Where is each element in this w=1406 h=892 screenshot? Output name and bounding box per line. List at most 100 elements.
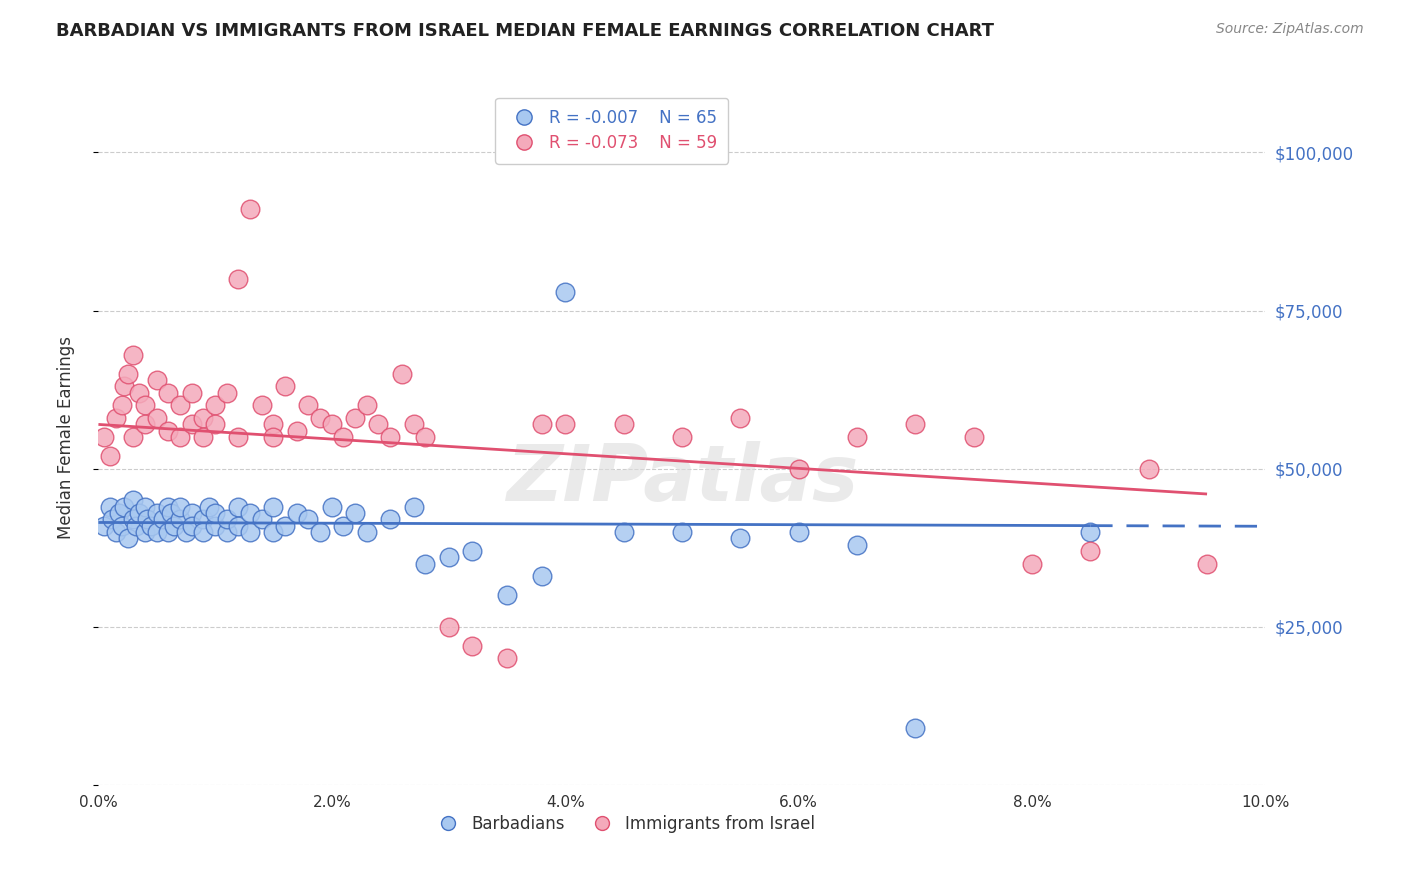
Point bbox=[169, 512, 191, 526]
Point bbox=[962, 430, 984, 444]
Point bbox=[125, 518, 148, 533]
Point bbox=[228, 272, 250, 286]
Point bbox=[262, 500, 284, 514]
Point bbox=[112, 500, 135, 514]
Point bbox=[169, 500, 191, 514]
Point bbox=[152, 512, 174, 526]
Point bbox=[215, 512, 238, 526]
Point bbox=[98, 500, 121, 514]
Point bbox=[239, 202, 262, 217]
Point bbox=[169, 399, 191, 413]
Point bbox=[787, 524, 810, 539]
Point bbox=[134, 500, 156, 514]
Point bbox=[193, 430, 215, 444]
Point bbox=[93, 518, 115, 533]
Point bbox=[402, 500, 425, 514]
Point bbox=[309, 411, 332, 425]
Point bbox=[671, 524, 693, 539]
Y-axis label: Median Female Earnings: Median Female Earnings bbox=[56, 335, 75, 539]
Point bbox=[1021, 557, 1043, 571]
Point bbox=[111, 399, 134, 413]
Point bbox=[117, 367, 139, 381]
Point bbox=[122, 493, 145, 508]
Point bbox=[146, 373, 169, 387]
Point bbox=[204, 417, 226, 432]
Point bbox=[344, 506, 367, 520]
Point bbox=[193, 411, 215, 425]
Point bbox=[146, 506, 169, 520]
Point bbox=[159, 506, 181, 520]
Point bbox=[228, 430, 250, 444]
Point bbox=[180, 518, 202, 533]
Point bbox=[274, 518, 297, 533]
Point bbox=[157, 500, 180, 514]
Point bbox=[180, 417, 202, 432]
Point bbox=[204, 518, 226, 533]
Point bbox=[136, 512, 159, 526]
Point bbox=[112, 379, 135, 393]
Point bbox=[321, 417, 343, 432]
Point bbox=[228, 518, 250, 533]
Point bbox=[402, 417, 425, 432]
Point bbox=[215, 524, 238, 539]
Point bbox=[180, 506, 202, 520]
Point bbox=[146, 411, 169, 425]
Point bbox=[134, 524, 156, 539]
Point bbox=[332, 518, 354, 533]
Point bbox=[111, 518, 134, 533]
Point bbox=[391, 367, 413, 381]
Point bbox=[413, 557, 436, 571]
Point bbox=[101, 512, 124, 526]
Point bbox=[262, 430, 284, 444]
Point bbox=[169, 430, 191, 444]
Point bbox=[128, 385, 150, 400]
Point bbox=[262, 524, 284, 539]
Point bbox=[239, 524, 262, 539]
Point bbox=[98, 449, 121, 463]
Point bbox=[104, 524, 127, 539]
Point bbox=[198, 500, 221, 514]
Point bbox=[134, 417, 156, 432]
Point bbox=[157, 385, 180, 400]
Point bbox=[262, 417, 284, 432]
Point bbox=[730, 531, 752, 545]
Point bbox=[157, 424, 180, 438]
Point bbox=[285, 506, 308, 520]
Point bbox=[174, 524, 197, 539]
Point bbox=[612, 524, 634, 539]
Point bbox=[117, 531, 139, 545]
Point bbox=[204, 399, 226, 413]
Point bbox=[239, 506, 262, 520]
Point bbox=[530, 417, 553, 432]
Point bbox=[380, 512, 402, 526]
Point bbox=[180, 385, 202, 400]
Legend: Barbadians, Immigrants from Israel: Barbadians, Immigrants from Israel bbox=[425, 808, 823, 839]
Text: BARBADIAN VS IMMIGRANTS FROM ISRAEL MEDIAN FEMALE EARNINGS CORRELATION CHART: BARBADIAN VS IMMIGRANTS FROM ISRAEL MEDI… bbox=[56, 22, 994, 40]
Point bbox=[193, 512, 215, 526]
Point bbox=[356, 524, 378, 539]
Point bbox=[250, 399, 273, 413]
Point bbox=[356, 399, 378, 413]
Text: Source: ZipAtlas.com: Source: ZipAtlas.com bbox=[1216, 22, 1364, 37]
Point bbox=[146, 524, 169, 539]
Point bbox=[122, 348, 145, 362]
Point bbox=[461, 544, 484, 558]
Point bbox=[437, 620, 460, 634]
Point bbox=[787, 461, 810, 475]
Point bbox=[163, 518, 186, 533]
Point bbox=[215, 385, 238, 400]
Point bbox=[612, 417, 634, 432]
Point bbox=[437, 550, 460, 565]
Point bbox=[496, 588, 519, 602]
Point bbox=[380, 430, 402, 444]
Point bbox=[285, 424, 308, 438]
Point bbox=[671, 430, 693, 444]
Text: ZIPatlas: ZIPatlas bbox=[506, 441, 858, 516]
Point bbox=[321, 500, 343, 514]
Point bbox=[128, 506, 150, 520]
Point bbox=[228, 500, 250, 514]
Point bbox=[413, 430, 436, 444]
Point bbox=[250, 512, 273, 526]
Point bbox=[204, 506, 226, 520]
Point bbox=[297, 399, 319, 413]
